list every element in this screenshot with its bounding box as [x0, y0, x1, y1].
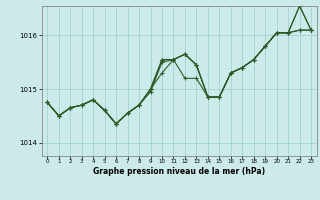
X-axis label: Graphe pression niveau de la mer (hPa): Graphe pression niveau de la mer (hPa)	[93, 167, 265, 176]
